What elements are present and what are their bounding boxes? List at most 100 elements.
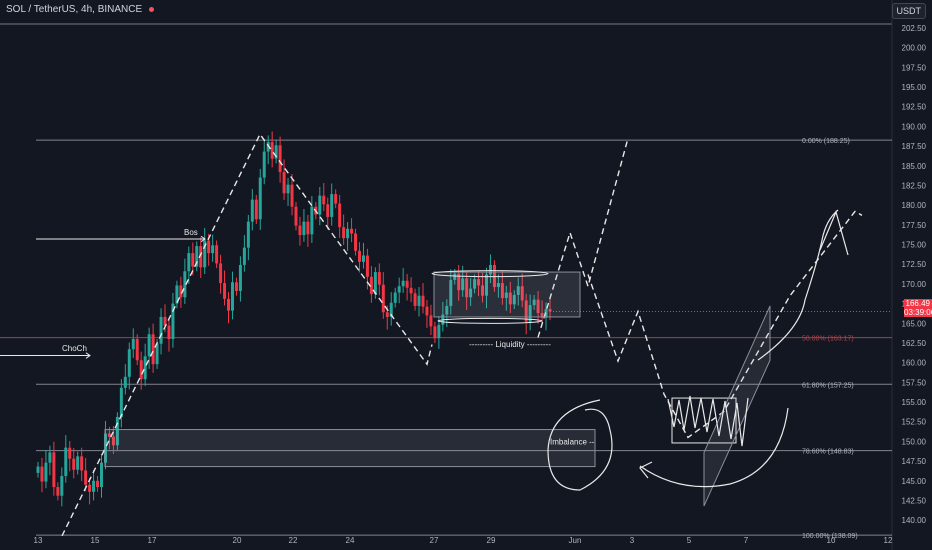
upward-scribble: [757, 209, 839, 361]
price-tick-label: 200.00: [902, 44, 927, 53]
candle-body: [266, 142, 270, 152]
time-axis[interactable]: 13 15 17 20 22 24 27 29 Jun 3 5 7 10 12: [34, 536, 893, 545]
price-tick-label: 177.50: [902, 221, 927, 230]
candle-body: [123, 376, 127, 388]
symbol-title-text: SOL / TetherUS, 4h, BINANCE: [6, 4, 143, 15]
price-tick-label: 165.00: [902, 319, 927, 328]
candle-body: [389, 302, 393, 317]
time-tick-label: 15: [91, 536, 100, 545]
price-tick-label: 195.00: [902, 83, 927, 92]
drawings[interactable]: ChoCh Bos --------- Liquidity --------- Imb…: [0, 132, 863, 537]
candle-body: [445, 305, 449, 315]
candle-body: [147, 334, 151, 357]
candle-body: [286, 184, 290, 194]
price-tick-label: 160.00: [902, 359, 927, 368]
candle-body: [48, 452, 52, 463]
price-tick-label: 155.00: [902, 398, 927, 407]
candle-body: [96, 480, 100, 488]
time-tick-label: 22: [289, 536, 298, 545]
price-tick-label: 190.00: [902, 122, 927, 131]
candle-body: [151, 334, 155, 365]
candle-body: [405, 280, 409, 288]
last-price-value: 166.49: [905, 299, 930, 308]
candle-body: [465, 278, 469, 298]
price-tick-label: 147.50: [902, 457, 927, 466]
price-tick-label: 140.00: [902, 516, 927, 525]
candle-body: [361, 255, 365, 262]
candle-body: [195, 246, 199, 267]
time-tick-label: Jun: [569, 536, 582, 545]
candle-body: [270, 142, 274, 159]
candle-body: [159, 316, 163, 344]
swing-path-dashed: [61, 132, 433, 537]
candle-body: [365, 255, 369, 277]
candle-body: [219, 263, 223, 284]
time-tick-label: 3: [630, 536, 635, 545]
fib-level-label: 50.00% (163.17): [802, 336, 854, 343]
candle-body: [203, 240, 207, 268]
candle-body: [262, 151, 266, 178]
price-tick-label: 197.50: [902, 63, 927, 72]
candle-body: [155, 343, 159, 365]
candle-body: [338, 203, 342, 228]
candle-body: [461, 278, 465, 291]
candle-body: [425, 306, 429, 316]
candle-body: [76, 456, 80, 470]
candle-body: [80, 456, 84, 471]
symbol-title[interactable]: SOL / TetherUS, 4h, BINANCE: [6, 4, 154, 15]
candle-body: [350, 228, 354, 234]
candle-body: [72, 458, 76, 470]
candle-body: [532, 299, 536, 306]
time-tick-label: 24: [346, 536, 355, 545]
bar-countdown: 03:39:06: [904, 308, 932, 317]
price-tick-label: 150.00: [902, 437, 927, 446]
price-axis[interactable]: 140.00 142.50 145.00 147.50 150.00 152.50 155.…: [902, 24, 927, 525]
candle-body: [294, 206, 298, 226]
candle-body: [524, 300, 528, 322]
price-tick-label: 175.00: [902, 241, 927, 250]
curl-left: [547, 399, 613, 491]
candle-body: [298, 225, 302, 236]
time-tick-label: 17: [148, 536, 157, 545]
candle-body: [171, 303, 175, 339]
time-tick-label: 27: [430, 536, 439, 545]
scribble-arrow-icon: [819, 210, 849, 256]
range-bottom-loop: [437, 317, 543, 324]
curve-arrow-icon: [639, 461, 653, 479]
fib-retracement[interactable]: 0.00% (188.25) 50.00% (163.17) 61.80% (157…: [0, 138, 892, 540]
candle-body: [44, 462, 48, 482]
candle-body: [250, 199, 254, 222]
candle-body: [183, 271, 187, 298]
time-tick-label: 7: [744, 536, 749, 545]
last-price-tag: 166.49 03:39:06: [904, 299, 932, 317]
time-tick-label: 5: [687, 536, 692, 545]
candle-body: [421, 295, 425, 307]
time-tick-label: 29: [487, 536, 496, 545]
candle-body: [397, 286, 401, 293]
candle-body: [469, 288, 473, 298]
candles: [36, 131, 892, 507]
candle-body: [139, 360, 143, 380]
candle-body: [199, 246, 203, 268]
candle-body: [385, 312, 389, 317]
candle-body: [64, 447, 68, 477]
candle-body: [56, 487, 60, 496]
candle-body: [111, 436, 115, 446]
candle-body: [449, 279, 453, 306]
candle-body: [227, 298, 231, 311]
candle-body: [548, 309, 552, 312]
candle-body: [453, 273, 457, 280]
candle-body: [100, 462, 104, 488]
currency-badge[interactable]: USDT: [891, 3, 926, 19]
candle-body: [484, 274, 488, 296]
candle-body: [274, 145, 278, 159]
candle-body: [500, 283, 504, 299]
fib-level-label: 61.80% (157.25): [802, 382, 854, 389]
candle-body: [230, 282, 234, 311]
candle-body: [242, 247, 246, 265]
candle-body: [179, 285, 183, 298]
candle-body: [175, 285, 179, 304]
time-tick-label: 12: [884, 536, 893, 545]
imbalance-box: [104, 429, 596, 468]
